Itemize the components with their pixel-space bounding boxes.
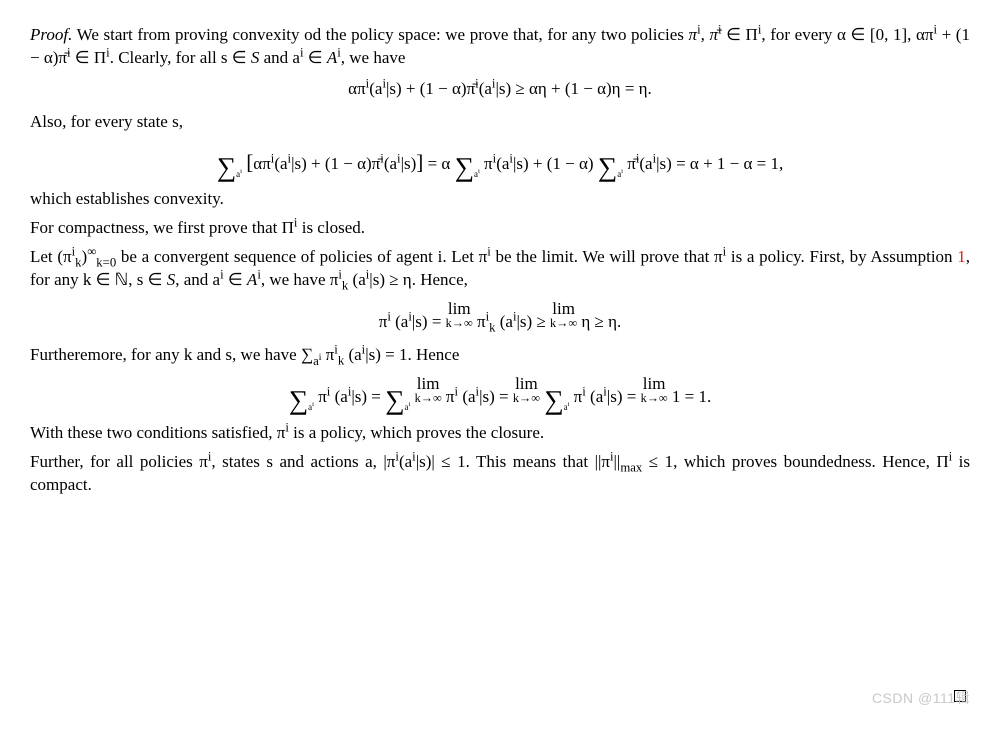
para-convexity: which establishes convexity.: [30, 188, 970, 211]
para-closure: With these two conditions satisfied, πi …: [30, 422, 970, 445]
para-bounded: Further, for all policies πi, states s a…: [30, 451, 970, 497]
eq-content: ∑ai πi (ai|s) = ∑ai limk→∞ πi (ai|s) = l…: [289, 387, 712, 406]
proof-label: Proof.: [30, 25, 72, 44]
t: π: [689, 25, 698, 44]
equation-1: απi(ai|s) + (1 − α)π̄i(ai|s) ≥ αη + (1 −…: [30, 78, 970, 101]
eq-content: πi (ai|s) = limk→∞ πik (ai|s) ≥ limk→∞ η…: [379, 312, 622, 331]
t: We start from proving convexity od the p…: [72, 25, 688, 44]
t: , for every α ∈ [0, 1], απ: [761, 25, 933, 44]
t: (a: [348, 270, 365, 289]
t: ≤ 1, which proves boundedness. Hence, Π: [642, 452, 948, 471]
t: (a: [344, 345, 361, 364]
set-A: A: [247, 270, 257, 289]
t: ∈: [304, 48, 327, 67]
t: be a convergent sequence of policies of …: [116, 247, 487, 266]
t: and a: [259, 48, 300, 67]
proof-opening: Proof. We start from proving convexity o…: [30, 24, 970, 70]
t: , we have: [341, 48, 406, 67]
t: Let (π: [30, 247, 72, 266]
t: , π̄: [701, 25, 718, 44]
t: |s) ≥ η. Hence,: [369, 270, 468, 289]
para-furthermore: Furtheremore, for any k and s, we have ∑…: [30, 344, 970, 367]
t: With these two conditions satisfied, π: [30, 423, 285, 442]
watermark: CSDN @111辑: [872, 689, 970, 708]
t: is a policy, which proves the closure.: [289, 423, 544, 442]
t: Furtheremore, for any k and s, we have ∑: [30, 345, 313, 364]
t: , we have π: [261, 270, 339, 289]
t: |s) = 1. Hence: [365, 345, 459, 364]
set-A: A: [327, 48, 337, 67]
t: ∈ Π: [71, 48, 107, 67]
equation-3: πi (ai|s) = limk→∞ πik (ai|s) ≥ limk→∞ η…: [30, 300, 970, 334]
t: is a policy. First, by Assumption: [726, 247, 957, 266]
assumption-ref[interactable]: 1: [957, 247, 966, 266]
eq-content: απi(ai|s) + (1 − α)π̄i(ai|s) ≥ αη + (1 −…: [348, 79, 652, 98]
t: be the limit. We will prove that π: [491, 247, 723, 266]
para-also: Also, for every state s,: [30, 111, 970, 134]
equation-2: ∑ai [απi(ai|s) + (1 − α)π̄i(ai|s)] = α ∑…: [30, 142, 970, 179]
t: . Clearly, for all s ∈: [110, 48, 251, 67]
para-sequence: Let (πik)∞k=0 be a convergent sequence o…: [30, 246, 970, 292]
t: which establishes convexity.: [30, 189, 224, 208]
t: (a: [399, 452, 412, 471]
t: Also, for every state s,: [30, 112, 183, 131]
para-closed: For compactness, we first prove that Πi …: [30, 217, 970, 240]
t: is closed.: [297, 218, 365, 237]
t: Further, for all policies π: [30, 452, 208, 471]
t: ∈: [224, 270, 247, 289]
eq-content: ∑ai [απi(ai|s) + (1 − α)π̄i(ai|s)] = α ∑…: [217, 154, 784, 173]
t: , states s and actions a, |π: [211, 452, 395, 471]
t: For compactness, we first prove that Π: [30, 218, 294, 237]
set-S: S: [167, 270, 176, 289]
t: |s)| ≤ 1. This means that ||π: [416, 452, 610, 471]
t: π: [321, 345, 334, 364]
t: , and a: [175, 270, 220, 289]
t: ∈ Π: [722, 25, 758, 44]
equation-4: ∑ai πi (ai|s) = ∑ai limk→∞ πi (ai|s) = l…: [30, 375, 970, 412]
